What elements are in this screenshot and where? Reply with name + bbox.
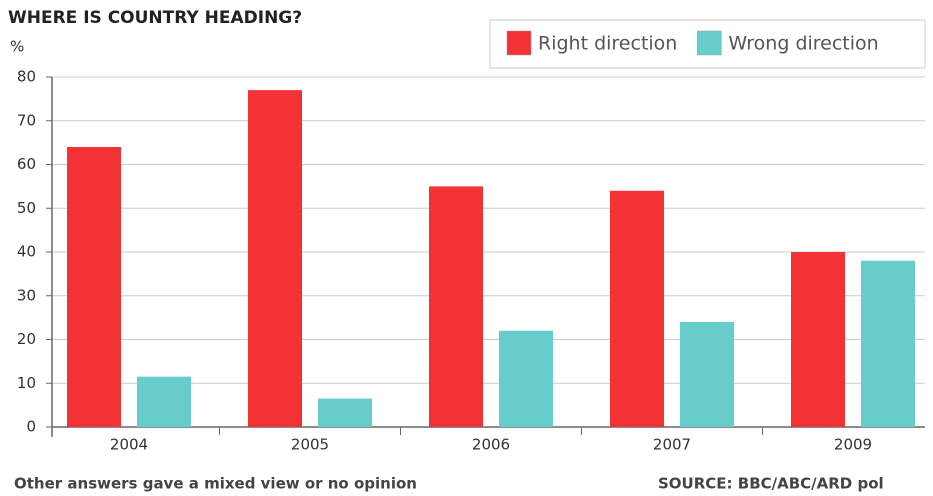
bar xyxy=(499,330,553,427)
x-tick-label: 2004 xyxy=(110,436,148,454)
legend-swatch xyxy=(697,30,722,56)
x-tick-label: 2007 xyxy=(653,436,691,454)
bar xyxy=(861,260,915,427)
legend-swatch xyxy=(506,30,532,56)
y-tick-label: 80 xyxy=(17,68,36,86)
bar xyxy=(67,147,121,427)
y-axis-label: % xyxy=(10,38,24,56)
y-tick-label: 70 xyxy=(17,111,36,129)
bar xyxy=(248,90,302,427)
x-tick-label: 2005 xyxy=(291,436,329,454)
y-tick-label: 0 xyxy=(26,418,36,436)
y-tick-label: 40 xyxy=(17,243,36,261)
y-tick-label: 20 xyxy=(17,330,36,348)
legend-label: Right direction xyxy=(538,33,677,55)
y-tick-label: 30 xyxy=(17,286,36,304)
source: SOURCE: BBC/ABC/ARD pol xyxy=(658,475,884,493)
y-tick-label: 10 xyxy=(17,374,36,392)
bar xyxy=(791,252,845,427)
x-tick-label: 2009 xyxy=(834,436,872,454)
y-tick-label: 50 xyxy=(17,199,36,217)
x-tick-label: 2006 xyxy=(472,436,510,454)
legend-label: Wrong direction xyxy=(728,33,878,55)
bar xyxy=(318,398,372,427)
bar xyxy=(137,376,191,427)
chart-title: WHERE IS COUNTRY HEADING? xyxy=(8,8,302,28)
bar xyxy=(610,190,664,427)
bar xyxy=(429,186,483,427)
bar xyxy=(680,322,734,427)
y-tick-label: 60 xyxy=(17,155,36,173)
note: Other answers gave a mixed view or no op… xyxy=(14,475,417,493)
